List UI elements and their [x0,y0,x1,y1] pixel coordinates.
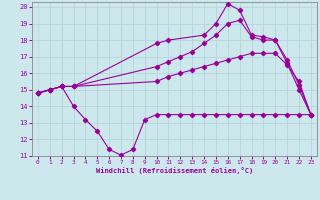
X-axis label: Windchill (Refroidissement éolien,°C): Windchill (Refroidissement éolien,°C) [96,167,253,174]
